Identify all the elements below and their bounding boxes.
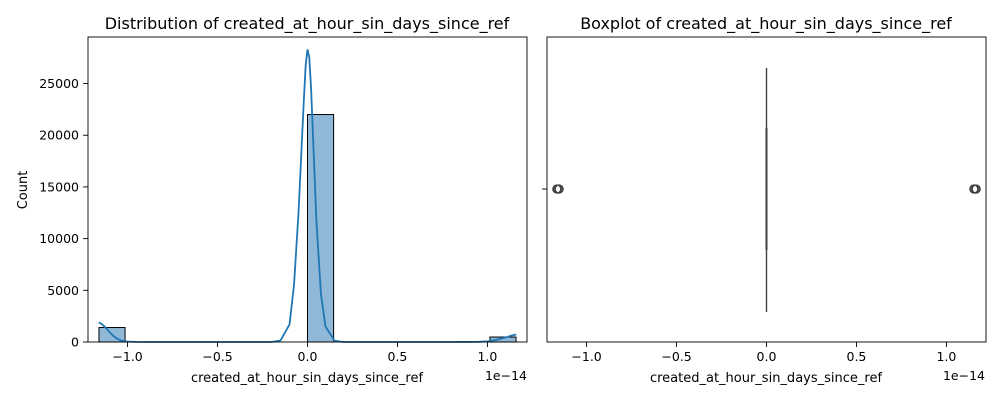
boxplot-x-ticks: −1.0 −0.5 0.0 0.5 1.0 <box>571 342 956 364</box>
boxplot-x-tick-label: −0.5 <box>661 349 691 364</box>
boxplot-panel: Boxplot of created_at_hour_sin_days_sinc… <box>542 14 987 386</box>
histogram-panel: Distribution of created_at_hour_sin_days… <box>16 14 528 386</box>
boxplot-outlier-point <box>971 184 981 194</box>
boxplot-x-tick-label: 0.0 <box>757 349 777 364</box>
boxplot-outliers <box>552 184 981 194</box>
histogram-y-tick-label: 5000 <box>47 283 79 298</box>
boxplot-x-axis-label: created_at_hour_sin_days_since_ref <box>650 371 882 386</box>
boxplot-title: Boxplot of created_at_hour_sin_days_sinc… <box>580 14 952 34</box>
histogram-x-axis-label: created_at_hour_sin_days_since_ref <box>191 371 423 386</box>
histogram-x-tick-label: −0.5 <box>202 349 232 364</box>
boxplot-outlier-point <box>554 184 564 194</box>
histogram-bar <box>307 114 335 343</box>
histogram-y-tick-label: 10000 <box>39 231 79 246</box>
histogram-y-ticks: 0 5000 10000 15000 20000 25000 <box>39 76 88 350</box>
boxplot-x-tick-label: 0.5 <box>847 349 867 364</box>
histogram-y-tick-label: 0 <box>71 335 79 350</box>
histogram-y-tick-label: 20000 <box>39 128 79 143</box>
histogram-title: Distribution of created_at_hour_sin_days… <box>105 14 510 34</box>
boxplot-x-tick-label: 1.0 <box>936 349 956 364</box>
histogram-x-tick-label: 1.0 <box>477 349 497 364</box>
histogram-x-tick-label: 0.5 <box>388 349 408 364</box>
histogram-x-tick-label: 0.0 <box>298 349 318 364</box>
boxplot-x-tick-label: −1.0 <box>571 349 601 364</box>
histogram-x-tick-label: −1.0 <box>112 349 142 364</box>
histogram-bars <box>98 114 517 343</box>
histogram-y-axis-label: Count <box>16 171 31 210</box>
histogram-y-tick-label: 15000 <box>39 179 79 194</box>
boxplot-x-offset-label: 1e−14 <box>943 368 985 383</box>
histogram-y-tick-label: 25000 <box>39 76 79 91</box>
histogram-x-offset-label: 1e−14 <box>485 368 527 383</box>
histogram-x-ticks: −1.0 −0.5 0.0 0.5 1.0 <box>112 342 497 364</box>
